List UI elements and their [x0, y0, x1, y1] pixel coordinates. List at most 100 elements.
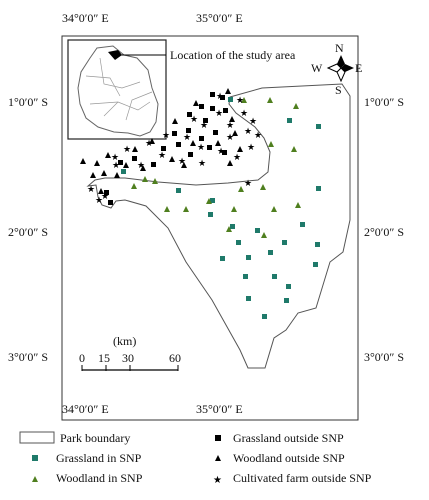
legend-park-boundary-label: Park boundary [60, 431, 130, 445]
grassland-outside-snp-point [199, 136, 204, 141]
grassland-in-snp-point [313, 262, 318, 267]
grassland-in-snp-point [287, 118, 292, 123]
tanzania-outline [77, 45, 159, 137]
grassland-in-snp-point [246, 296, 251, 301]
north-arrow-w [326, 63, 342, 73]
grassland-outside-snp-point [207, 145, 212, 150]
grassland-outside-snp-point [210, 92, 215, 97]
scale-label: 30 [122, 351, 134, 365]
legend-grassland-outside-snp-symbol [215, 435, 221, 441]
woodland-outside-snp-point [101, 170, 107, 176]
woodland-outside-snp-point [215, 140, 221, 146]
grassland-outside-snp-point [187, 112, 192, 117]
region-boundaries [85, 57, 153, 121]
cultivated-outside-snp-point: ★ [216, 92, 224, 102]
cultivated-outside-snp-point: ★ [233, 153, 241, 163]
cultivated-outside-snp-point: ★ [111, 153, 119, 163]
top-lon-label-34: 34°0′0″ E [62, 11, 109, 25]
grassland-in-snp-point [262, 314, 267, 319]
woodland-outside-snp-point [90, 172, 96, 178]
woodland-outside-snp-point [123, 162, 129, 168]
grassland-in-snp-point [272, 274, 277, 279]
grassland-outside-snp-point [213, 130, 218, 135]
west-label: W [311, 61, 323, 75]
legend-grassland-in-snp-label: Grassland in SNP [56, 451, 142, 465]
map-frame [61, 35, 359, 421]
grassland-in-snp-point [316, 186, 321, 191]
left-lat-label-2: 2°0′0″ S [8, 225, 48, 239]
woodland-in-snp-point [226, 226, 232, 232]
woodland-in-snp-point [291, 146, 297, 152]
north-arrow-n [337, 55, 345, 68]
east-label: E [355, 61, 362, 75]
cultivated-outside-snp-point: ★ [101, 192, 109, 202]
grassland-outside-snp-point [172, 131, 177, 136]
woodland-outside-snp-point [232, 130, 238, 136]
north-arrow [326, 55, 354, 83]
grassland-outside-snp-point [186, 128, 191, 133]
legend-grassland-outside-snp-label: Grassland outside SNP [233, 431, 344, 445]
legend-park-boundary-symbol [19, 431, 55, 444]
grassland-in-snp-point [210, 198, 215, 203]
woodland-in-snp-point [268, 141, 274, 147]
legend-cultivated-outside-snp-label: Cultivated farm outside SNP [233, 471, 372, 485]
legend: Park boundary Grassland in SNP Woodland … [19, 431, 372, 486]
legend-woodland-outside-snp-symbol [215, 455, 221, 461]
woodland-outside-snp-point [227, 160, 233, 166]
woodland-outside-snp-point [132, 146, 138, 152]
cultivated-outside-snp-point: ★ [247, 143, 255, 153]
woodland-in-snp-point [152, 178, 158, 184]
cultivated-outside-snp-point: ★ [240, 109, 248, 119]
grassland-outside-snp-points [104, 92, 228, 205]
left-lat-label-1: 1°0′0″ S [8, 95, 48, 109]
cultivated-outside-snp-point: ★ [226, 121, 234, 131]
cultivated-outside-snp-point: ★ [87, 185, 95, 195]
south-label: S [335, 83, 342, 97]
cultivated-outside-snp-point: ★ [217, 147, 225, 157]
cultivated-outside-snp-point: ★ [197, 143, 205, 153]
cultivated-outside-snp-point: ★ [254, 131, 262, 141]
cultivated-outside-snp-point: ★ [95, 196, 103, 206]
cultivated-outside-snp-point: ★ [244, 179, 252, 189]
scale-label: 15 [98, 351, 110, 365]
cultivated-outside-snp-point: ★ [137, 161, 145, 171]
woodland-in-snp-point [295, 202, 301, 208]
woodland-outside-snp-point [114, 172, 120, 178]
woodland-outside-snp-point [94, 160, 100, 166]
legend-woodland-outside-snp-label: Woodland outside SNP [233, 451, 345, 465]
woodland-in-snp-point [267, 97, 273, 103]
woodland-outside-snp-point [229, 116, 235, 122]
bottom-lon-label-35: 35°0′0″ E [196, 402, 243, 416]
grassland-in-snp-points [121, 97, 321, 319]
cultivated-outside-snp-points: ★ ★ ★ ★ ★ ★ ★ ★ ★ ★ ★ ★ ★ ★ ★ ★ ★ ★ ★ ★ … [87, 92, 262, 206]
woodland-in-snp-point [241, 97, 247, 103]
legend-woodland-in-snp-symbol [32, 476, 38, 482]
legend-grassland-in-snp-symbol [32, 455, 38, 461]
woodland-in-snp-point [206, 198, 212, 204]
grassland-in-snp-point [268, 250, 273, 255]
grassland-outside-snp-point [161, 146, 166, 151]
legend-cultivated-outside-snp-symbol: ★ [213, 475, 222, 486]
cultivated-outside-snp-point: ★ [112, 161, 120, 171]
grassland-in-snp-point [315, 242, 320, 247]
woodland-outside-snp-point [190, 140, 196, 146]
woodland-in-snp-point [183, 206, 189, 212]
woodland-outside-snp-point [149, 138, 155, 144]
grassland-outside-snp-point [222, 150, 227, 155]
grassland-outside-snp-point [176, 142, 181, 147]
grassland-in-snp-point [246, 255, 251, 260]
north-arrow-e [341, 64, 354, 72]
grassland-in-snp-point [282, 240, 287, 245]
grassland-in-snp-point [228, 97, 233, 102]
woodland-outside-snp-point [181, 162, 187, 168]
grassland-outside-snp-point [118, 160, 123, 165]
legend-woodland-in-snp-label: Woodland in SNP [56, 471, 143, 485]
scale-label: 0 [79, 351, 85, 365]
woodland-outside-snp-point [169, 156, 175, 162]
right-lat-label-2: 2°0′0″ S [364, 225, 404, 239]
cultivated-outside-snp-point: ★ [123, 145, 131, 155]
grassland-in-snp-point [208, 212, 213, 217]
grassland-outside-snp-point [203, 118, 208, 123]
woodland-outside-snp-point [193, 100, 199, 106]
woodland-in-snp-point [238, 186, 244, 192]
